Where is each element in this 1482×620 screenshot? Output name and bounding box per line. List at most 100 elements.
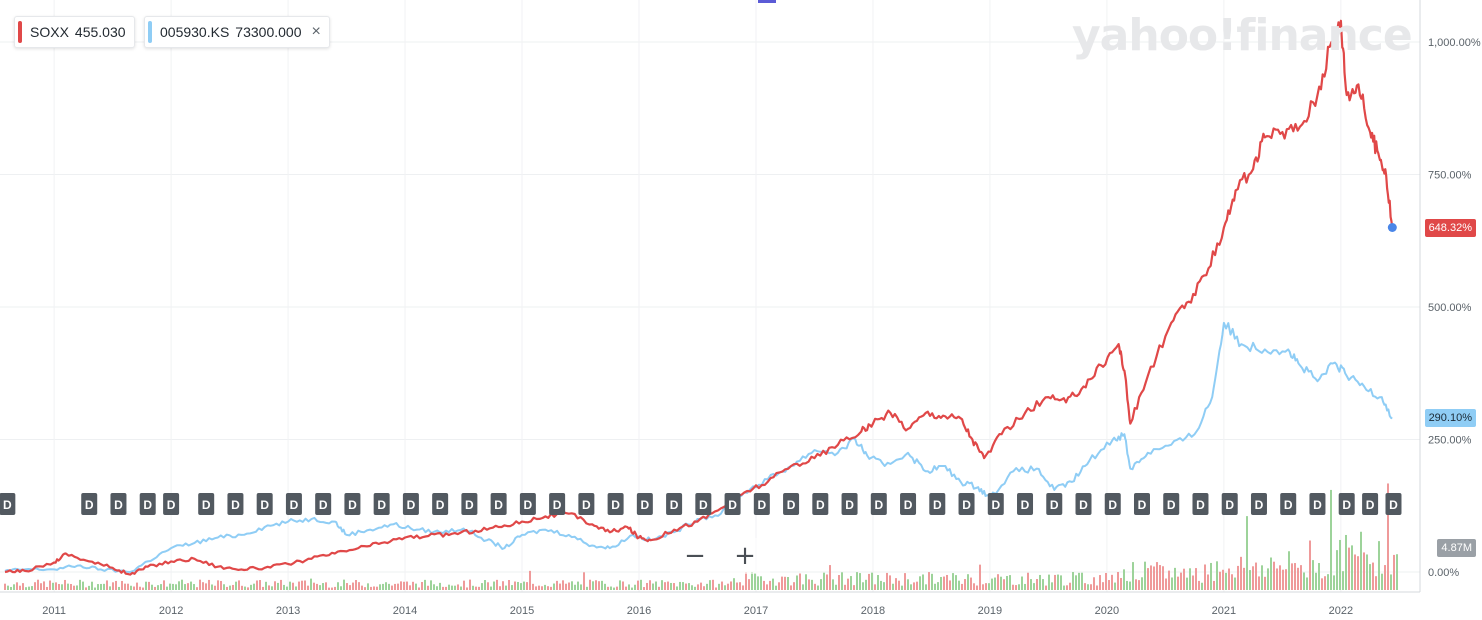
volume-bar — [1036, 579, 1038, 590]
dividend-marker[interactable]: D — [490, 493, 507, 515]
volume-bar — [835, 584, 837, 590]
dividend-marker[interactable]: D — [1192, 493, 1209, 515]
dividend-marker[interactable]: D — [1221, 493, 1238, 515]
dividend-marker[interactable]: D — [373, 493, 390, 515]
zoom-in-button[interactable]: + — [734, 541, 756, 571]
dividend-marker[interactable]: D — [1385, 493, 1402, 515]
dividend-marker[interactable]: D — [139, 493, 156, 515]
svg-text:D: D — [407, 498, 416, 512]
volume-bar — [985, 583, 987, 590]
volume-bar — [757, 576, 759, 590]
dividend-marker[interactable]: D — [666, 493, 683, 515]
legend-soxx[interactable]: SOXX 455.030 — [14, 16, 135, 48]
volume-bar — [361, 585, 363, 590]
dividend-marker[interactable]: D — [344, 493, 361, 515]
dividend-marker[interactable]: D — [163, 493, 180, 515]
dividend-marker[interactable]: D — [110, 493, 127, 515]
dividend-marker[interactable]: D — [285, 493, 302, 515]
dividend-marker[interactable]: D — [549, 493, 566, 515]
dividend-marker[interactable]: D — [461, 493, 478, 515]
volume-bar — [205, 583, 207, 590]
volume-bar — [787, 577, 789, 590]
volume-bar — [1219, 571, 1221, 590]
dividend-marker[interactable]: D — [256, 493, 273, 515]
volume-bar — [1108, 580, 1110, 590]
dividend-marker[interactable]: D — [81, 493, 98, 515]
volume-bar — [568, 582, 570, 590]
volume-bar — [70, 583, 72, 590]
dividend-marker[interactable]: D — [695, 493, 712, 515]
volume-bar — [43, 581, 45, 590]
y-tick-label: 1,000.00% — [1428, 37, 1481, 49]
svg-text:D: D — [202, 498, 211, 512]
volume-bar — [880, 580, 882, 590]
volume-bar — [1018, 584, 1020, 590]
dividend-marker[interactable]: D — [519, 493, 536, 515]
dividend-marker[interactable]: D — [1309, 493, 1326, 515]
dividend-marker[interactable]: D — [841, 493, 858, 515]
dividend-marker[interactable]: D — [1017, 493, 1034, 515]
volume-bar — [358, 582, 360, 590]
dividend-marker[interactable]: D — [1046, 493, 1063, 515]
volume-bar — [274, 581, 276, 590]
dividend-marker[interactable]: D — [402, 493, 419, 515]
svg-text:D: D — [1313, 498, 1322, 512]
dividend-marker[interactable]: D — [432, 493, 449, 515]
volume-bar — [496, 579, 498, 590]
y-tick-label: 500.00% — [1428, 302, 1472, 314]
volume-bar — [145, 581, 147, 590]
volume-bar — [937, 582, 939, 590]
volume-bar — [283, 584, 285, 590]
volume-bar — [868, 573, 870, 590]
dividend-marker[interactable]: D — [578, 493, 595, 515]
dividend-marker[interactable]: D — [900, 493, 917, 515]
dividend-marker[interactable]: D — [1104, 493, 1121, 515]
dividend-marker[interactable]: D — [1133, 493, 1150, 515]
volume-bar — [1021, 576, 1023, 590]
dividend-marker[interactable]: D — [929, 493, 946, 515]
dividend-marker[interactable]: D — [1338, 493, 1355, 515]
samsung-color-swatch — [148, 21, 152, 43]
legend-005930ks[interactable]: 005930.KS 73300.000 × — [144, 16, 330, 48]
dividend-marker[interactable]: D — [1362, 493, 1379, 515]
dividend-marker[interactable]: D — [724, 493, 741, 515]
volume-bar — [580, 584, 582, 590]
dividend-marker[interactable]: D — [607, 493, 624, 515]
dividend-marker[interactable]: D — [870, 493, 887, 515]
dividend-marker[interactable]: D — [958, 493, 975, 515]
dividend-marker[interactable]: D — [227, 493, 244, 515]
dividend-marker[interactable]: D — [0, 493, 16, 515]
zoom-out-button[interactable]: − — [684, 541, 706, 571]
dividend-marker[interactable]: D — [812, 493, 829, 515]
volume-bar — [199, 579, 201, 590]
dividend-marker[interactable]: D — [1075, 493, 1092, 515]
volume-bar — [445, 586, 447, 590]
svg-text:D: D — [524, 498, 533, 512]
volume-bar — [850, 576, 852, 590]
volume-bar — [1171, 577, 1173, 590]
volume-bar — [1258, 576, 1260, 590]
volume-bar — [220, 580, 222, 590]
dividend-marker[interactable]: D — [315, 493, 332, 515]
volume-bar — [709, 580, 711, 590]
volume-bar — [109, 586, 111, 590]
dividend-marker[interactable]: D — [198, 493, 215, 515]
volume-bar — [298, 581, 300, 590]
remove-comparison-close-icon[interactable]: × — [311, 23, 321, 40]
dividend-marker[interactable]: D — [753, 493, 770, 515]
volume-bar — [589, 579, 591, 590]
dividend-marker[interactable]: D — [1250, 493, 1267, 515]
dividend-marker[interactable]: D — [987, 493, 1004, 515]
dividend-marker[interactable]: D — [1163, 493, 1180, 515]
volume-bar — [451, 585, 453, 590]
volume-bar — [484, 580, 486, 590]
volume-bar — [349, 585, 351, 590]
dividend-marker[interactable]: D — [1280, 493, 1297, 515]
dividend-marker[interactable]: D — [783, 493, 800, 515]
volume-bar — [112, 582, 114, 590]
volume-bar — [187, 583, 189, 590]
volume-bar — [676, 586, 678, 590]
volume-bar — [1192, 575, 1194, 590]
dividend-marker[interactable]: D — [636, 493, 653, 515]
